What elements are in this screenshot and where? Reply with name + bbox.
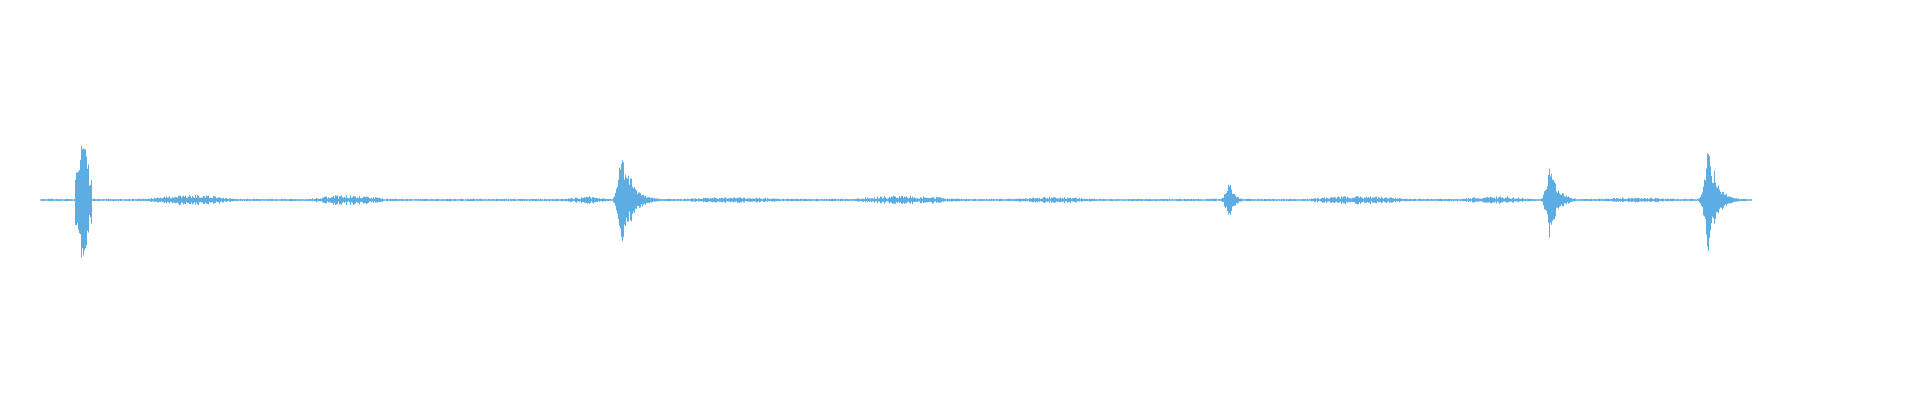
waveform-trace	[40, 145, 1752, 258]
